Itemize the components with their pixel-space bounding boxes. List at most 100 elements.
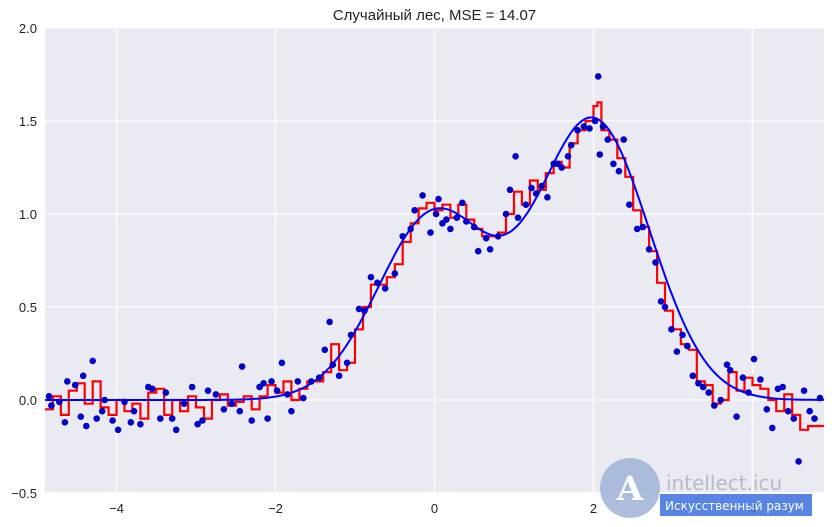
y-tick-label: 2.0 [19, 21, 37, 36]
data-point [661, 303, 669, 311]
data-point [98, 407, 106, 415]
data-point [652, 259, 659, 266]
data-point [486, 246, 494, 253]
data-point [574, 127, 581, 134]
data-point [260, 380, 267, 387]
data-point [109, 417, 116, 424]
data-point [278, 359, 286, 367]
data-point [381, 285, 389, 292]
data-point [769, 424, 776, 432]
data-point [615, 167, 623, 175]
data-point [236, 407, 244, 415]
data-point [470, 223, 478, 231]
data-point [604, 136, 612, 143]
data-point [308, 378, 315, 385]
data-point [538, 182, 546, 190]
data-point [238, 363, 246, 370]
data-point [567, 141, 575, 149]
data-point [127, 419, 135, 426]
data-point [645, 246, 653, 253]
data-point [596, 151, 604, 158]
data-point [717, 396, 724, 404]
data-point [757, 376, 764, 383]
x-tick-label: −2 [268, 501, 283, 516]
data-point [326, 318, 333, 326]
data-point [77, 413, 85, 421]
y-tick-label: 0.0 [19, 393, 37, 408]
data-point [188, 383, 196, 391]
data-point [750, 355, 758, 363]
data-point [806, 407, 813, 415]
data-point [639, 223, 647, 231]
watermark: A intellect.icu Искусственный разум [600, 458, 812, 518]
y-tick-label: 1.0 [19, 207, 37, 222]
data-point [407, 225, 415, 233]
grid [45, 27, 824, 494]
data-point [512, 153, 519, 160]
data-point [89, 357, 96, 365]
data-point [779, 383, 786, 391]
data-point [194, 420, 201, 428]
data-point [294, 378, 302, 385]
watermark-banner [660, 494, 812, 516]
data-point [816, 394, 824, 402]
x-tick-label: 2 [590, 501, 597, 516]
data-point [137, 420, 144, 428]
data-point [522, 201, 530, 208]
data-point [733, 413, 740, 421]
data-point [763, 406, 771, 413]
data-point [594, 73, 602, 80]
data-point [432, 210, 440, 218]
data-point [558, 164, 565, 171]
data-point [64, 378, 71, 385]
data-point [45, 393, 53, 400]
x-tick-label: −4 [109, 501, 124, 516]
data-point [180, 400, 188, 408]
data-point [699, 383, 707, 391]
y-tick-label: −0.5 [11, 486, 37, 501]
data-point [391, 270, 399, 277]
data-point [514, 214, 522, 221]
data-point [580, 123, 588, 130]
data-point [157, 415, 164, 422]
watermark-logo [600, 458, 660, 518]
data-point [61, 419, 69, 426]
watermark-site: intellect.icu [666, 471, 782, 495]
data-point [343, 359, 351, 367]
data-point [482, 234, 490, 242]
data-point [399, 233, 407, 240]
data-point [172, 426, 180, 434]
data-point [427, 229, 434, 236]
data-point [726, 366, 734, 374]
data-point [168, 415, 176, 422]
data-point [532, 190, 540, 197]
chart-title: Случайный лес, MSE = 14.07 [333, 7, 536, 24]
data-point [101, 396, 108, 404]
y-tick-label: 1.5 [19, 114, 37, 129]
data-point [453, 214, 461, 221]
data-point [705, 389, 712, 396]
data-point [463, 218, 470, 225]
data-point [130, 407, 138, 415]
data-point [459, 199, 466, 207]
true-function-line [45, 116, 824, 401]
data-point [355, 305, 363, 313]
data-point [599, 123, 607, 130]
data-point [435, 195, 442, 203]
data-point [723, 361, 731, 369]
data-point [494, 233, 502, 240]
data-point [199, 417, 206, 424]
x-tick-label: 0 [431, 501, 438, 516]
data-point [673, 348, 681, 355]
data-point [800, 387, 808, 395]
data-point [220, 406, 228, 413]
data-point [374, 279, 381, 287]
data-point [204, 387, 212, 395]
data-point [564, 153, 572, 160]
data-point [739, 374, 747, 382]
data-point [248, 417, 255, 424]
data-point [329, 361, 337, 369]
data-point [502, 210, 510, 218]
data-point [679, 331, 686, 339]
